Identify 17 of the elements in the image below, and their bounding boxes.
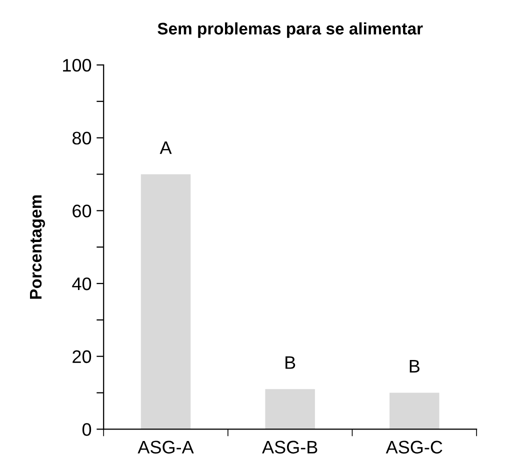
bar: [140, 174, 191, 430]
annotation: B: [286, 356, 296, 369]
y-tick-label: 60: [72, 204, 92, 218]
y-tick-label: 80: [72, 132, 92, 145]
chart-title: Sem problemas para se alimentar: [158, 22, 423, 38]
bar: [265, 389, 315, 430]
y-tick-label: 100: [63, 58, 92, 72]
x-tick-label: ASG-B: [262, 440, 318, 454]
y-axis-title: Porcentagem: [30, 195, 46, 299]
y-tick-label: 40: [72, 277, 92, 290]
x-tick-label: ASG-C: [386, 440, 442, 454]
annotation: B: [410, 360, 420, 372]
y-tick-label: 20: [72, 350, 92, 364]
y-tick-label: 0: [82, 423, 92, 436]
annotation: A: [160, 141, 172, 154]
bar: [390, 392, 440, 430]
x-tick-label: ASG-A: [138, 440, 194, 454]
